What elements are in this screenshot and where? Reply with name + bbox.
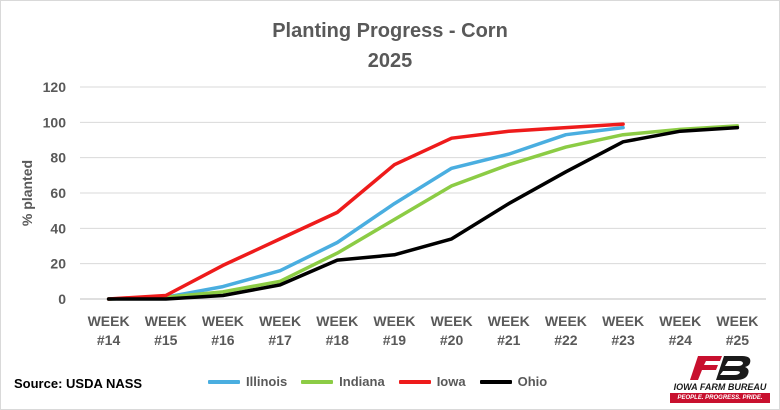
legend-item-indiana: Indiana [301, 374, 385, 389]
logo-tagline: PEOPLE. PROGRESS. PRIDE. [670, 393, 770, 403]
x-tick-label: WEEK #15 [145, 313, 187, 348]
source-note: Source: USDA NASS [14, 376, 143, 391]
x-tick-label: WEEK #19 [373, 313, 415, 348]
legend-label: Ohio [517, 374, 548, 389]
legend-swatch [398, 379, 431, 384]
y-tick-labels: 0 20 40 60 80 100 120 [43, 79, 67, 307]
y-tick-label: 20 [50, 256, 66, 272]
legend-label: Iowa [436, 374, 466, 389]
logo-name: IOWA FARM BUREAU [673, 382, 767, 392]
y-tick-label: 60 [50, 185, 66, 201]
iowa-farm-bureau-logo: IOWA FARM BUREAU PEOPLE. PROGRESS. PRIDE… [666, 352, 774, 404]
y-tick-label: 40 [50, 220, 66, 236]
x-tick-label: WEEK #18 [316, 313, 358, 348]
x-tick-label: WEEK #22 [545, 313, 587, 348]
chart-subtitle: 2025 [367, 50, 413, 72]
legend-swatch [208, 379, 240, 384]
x-tick-label: WEEK #21 [488, 313, 530, 348]
x-tick-label: WEEK #20 [431, 313, 473, 348]
x-tick-label: WEEK #14 [88, 313, 130, 348]
series-lines [106, 122, 740, 301]
y-tick-label: 120 [43, 79, 67, 95]
legend-item-ohio: Ohio [479, 374, 548, 389]
x-tick-label: WEEK #17 [259, 313, 301, 348]
farm-bureau-mark-icon [690, 356, 751, 380]
legend-swatch [479, 379, 512, 384]
chart-title-block: Planting Progress - Corn 2025 [0, 16, 780, 76]
x-tick-label: WEEK #25 [716, 313, 758, 348]
chart-title: Planting Progress - Corn [272, 20, 508, 42]
series-line-indiana [106, 124, 740, 301]
y-axis-label: % planted [19, 160, 35, 226]
series-line-iowa [106, 122, 625, 301]
legend: Illinois Indiana Iowa Ohio [208, 374, 561, 389]
legend-label: Illinois [246, 374, 288, 389]
series-line-illinois [106, 125, 625, 301]
legend-item-iowa: Iowa [398, 374, 466, 389]
y-tick-label: 0 [58, 291, 66, 307]
x-tick-label: WEEK #23 [602, 313, 644, 348]
legend-swatch [301, 379, 334, 384]
legend-item-illinois: Illinois [208, 374, 287, 389]
y-tick-label: 100 [43, 114, 67, 130]
x-tick-label: WEEK #16 [202, 313, 244, 348]
gridlines [80, 86, 766, 300]
series-line-ohio [106, 125, 740, 301]
x-tick-labels: WEEK #14 WEEK #15 WEEK #16 WEEK #17 WEEK #18 WEEK #… [88, 313, 759, 348]
y-tick-label: 80 [50, 150, 66, 166]
x-tick-label: WEEK #24 [659, 313, 701, 348]
legend-label: Indiana [339, 374, 385, 389]
